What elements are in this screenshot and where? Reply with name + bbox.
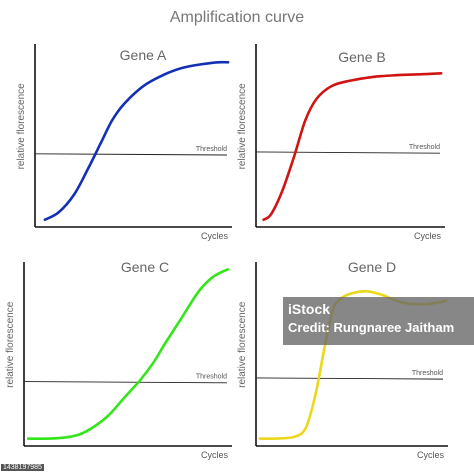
chart-1-title: Gene A [120,47,167,63]
chart-2-xlabel: Cycles [414,231,442,241]
chart-3-title: Gene C [121,259,169,275]
watermark-credit: Credit: Rungnaree Jaitham [288,320,455,335]
chart-3-series-1-line [26,268,230,441]
chart-1-xlabel: Cycles [201,231,229,241]
chart-3-xlabel: Cycles [201,450,229,460]
chart-2-ylabel: relative florescence [237,83,248,170]
chart-2-series-1-line [262,72,443,221]
chart-2-threshold-label: Threshold [409,144,440,151]
watermark-id: 1438197985 [1,464,44,471]
chart-3-threshold-line [23,381,228,384]
chart-1-threshold-line [34,153,228,156]
chart-4-xlabel: Cycles [417,450,445,460]
chart-3-threshold-label: Threshold [196,374,227,381]
chart-4-title: Gene D [348,259,396,275]
chart-1-ylabel: relative florescence [16,83,27,170]
chart-4-threshold-label: Threshold [412,370,443,377]
watermark-band [283,297,474,345]
figure-title: Amplification curve [169,9,305,26]
watermark-logo: iStock [288,301,331,317]
chart-4-threshold-line [255,377,444,380]
chart-2-threshold-line [255,151,441,154]
chart-2-title: Gene B [338,49,385,65]
chart-3-ylabel: relative florescence [5,301,16,388]
chart-1-threshold-label: Threshold [196,146,227,153]
chart-4-ylabel: relative florescence [237,301,248,388]
chart-1-series-1-line [43,60,230,221]
